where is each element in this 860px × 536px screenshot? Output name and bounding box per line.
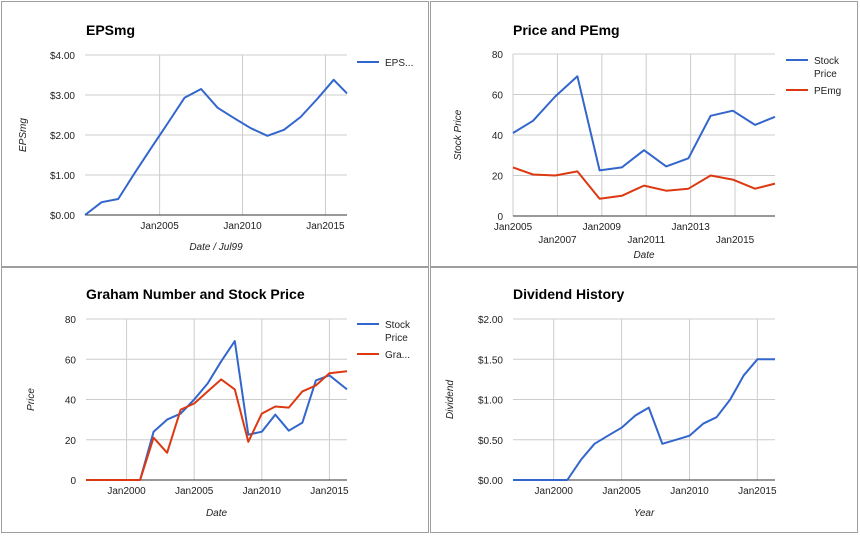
x-tick-label: Jan2015 <box>306 221 345 232</box>
series-line-0 <box>513 358 775 481</box>
y-axis-label: EPSmg <box>18 118 29 152</box>
y-tick-label: $0.00 <box>50 211 75 222</box>
y-tick-label: 40 <box>65 396 77 407</box>
y-tick-label: 20 <box>492 172 504 183</box>
y-tick-label: $2.00 <box>478 315 503 326</box>
dividend-chart-panel: Dividend History $0.00 $0.50 $1.00 $1.50 $2.… <box>430 267 858 533</box>
x-tick-label: Jan2005 <box>494 222 533 233</box>
y-tick-label: 40 <box>492 131 504 142</box>
x-tick-label: Jan2005 <box>175 486 214 497</box>
y-tick-label: 60 <box>492 91 504 102</box>
x-tick-label: Jan2000 <box>107 486 146 497</box>
x-tick-label: Jan2015 <box>738 486 777 497</box>
legend-entry: Stock Price <box>385 320 411 344</box>
legend-entry: Gra... <box>385 350 410 361</box>
eps-chart-panel: EPSmg $0.00 $1.00 $2.00 $3.00 $4.00 Jan2005 Ja… <box>1 1 429 267</box>
x-axis-label: Date <box>633 250 655 261</box>
x-tick-label: Jan2015 <box>716 235 755 246</box>
series-line-1 <box>512 166 776 200</box>
graham-chart: Graham Number and Stock Price 0 20 40 60 80 J… <box>26 286 411 519</box>
dividend-chart: Dividend History $0.00 $0.50 $1.00 $1.50 $2.… <box>445 286 777 519</box>
price-pemg-chart: Price and PEmg 0 20 40 60 80 Jan2005 Jan2007 Ja… <box>453 22 841 261</box>
series-line-0 <box>84 78 348 216</box>
x-tick-label: Jan2011 <box>627 235 665 246</box>
x-axis-label: Date / Jul99 <box>189 242 243 253</box>
x-axis-label: Year <box>634 508 655 519</box>
y-axis-label: Stock Price <box>453 109 464 160</box>
chart-title: Price and PEmg <box>513 22 620 38</box>
x-tick-label: Jan2010 <box>670 486 709 497</box>
y-tick-label: 60 <box>65 355 77 366</box>
series-line-0 <box>86 340 348 481</box>
chart-title: EPSmg <box>86 22 135 38</box>
y-tick-label: $0.50 <box>478 436 503 447</box>
x-tick-label: Jan2013 <box>671 222 710 233</box>
y-tick-label: $1.00 <box>50 171 75 182</box>
legend-entry: EPS... <box>385 58 413 69</box>
x-tick-label: Jan2007 <box>538 235 577 246</box>
y-tick-label: 0 <box>70 476 76 487</box>
y-tick-label: $0.00 <box>478 476 503 487</box>
y-tick-label: 0 <box>497 212 503 223</box>
x-tick-label: Jan2005 <box>602 486 641 497</box>
y-tick-label: $1.00 <box>478 396 503 407</box>
legend-entry: PEmg <box>814 86 841 97</box>
y-tick-label: 20 <box>65 436 77 447</box>
y-tick-label: 80 <box>65 315 77 326</box>
legend-entry: Stock Price <box>814 56 840 80</box>
x-tick-label: Jan2005 <box>140 221 179 232</box>
x-tick-label: Jan2010 <box>223 221 262 232</box>
y-axis-label: Price <box>26 388 37 411</box>
x-axis-label: Date <box>206 508 228 519</box>
series-line-1 <box>86 370 348 481</box>
x-tick-label: Jan2009 <box>583 222 622 233</box>
x-tick-label: Jan2015 <box>310 486 349 497</box>
eps-chart: EPSmg $0.00 $1.00 $2.00 $3.00 $4.00 Jan2005 Ja… <box>18 22 413 253</box>
y-axis-label: Dividend <box>445 380 456 419</box>
y-tick-label: $2.00 <box>50 131 75 142</box>
chart-title: Graham Number and Stock Price <box>86 286 305 302</box>
y-tick-label: $4.00 <box>50 51 75 62</box>
y-tick-label: $3.00 <box>50 91 75 102</box>
x-tick-label: Jan2010 <box>243 486 282 497</box>
y-tick-label: $1.50 <box>478 355 503 366</box>
chart-title: Dividend History <box>513 286 624 302</box>
x-tick-label: Jan2000 <box>535 486 574 497</box>
price-pemg-chart-panel: Price and PEmg 0 20 40 60 80 Jan2005 Jan2007 Ja… <box>430 1 858 267</box>
graham-chart-panel: Graham Number and Stock Price 0 20 40 60 80 J… <box>1 267 429 533</box>
series-line-0 <box>512 75 776 172</box>
y-tick-label: 80 <box>492 50 504 61</box>
